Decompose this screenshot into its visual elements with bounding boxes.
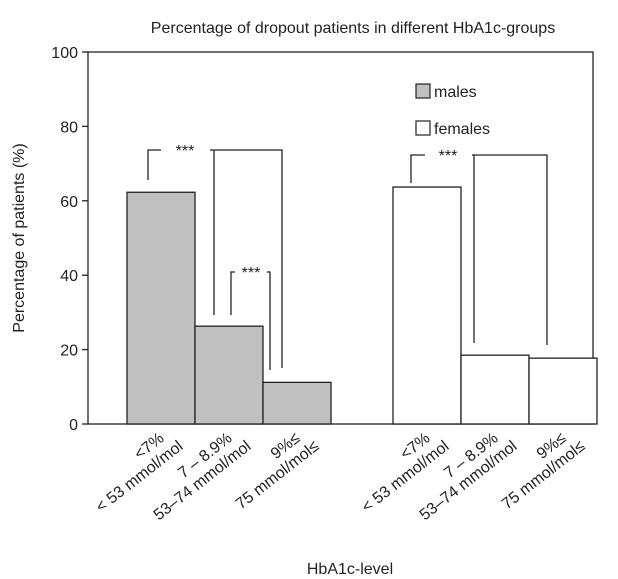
- x-tick-label: 9%≤75 mmol/mol≤: [488, 423, 589, 513]
- legend-swatch: [415, 120, 431, 136]
- bar: [460, 354, 530, 425]
- annotation: ***: [242, 265, 261, 282]
- annotation: ***: [439, 148, 458, 165]
- significance-brackets: [147, 149, 548, 370]
- chart-title: Percentage of dropout patients in differ…: [151, 20, 555, 37]
- x-axis-label: HbA1c-level: [307, 561, 393, 578]
- y-tick-label: 0: [69, 417, 78, 434]
- plot-frame: [87, 51, 594, 425]
- bar: [392, 186, 462, 425]
- y-tick-label: 100: [51, 45, 78, 62]
- bar: [528, 357, 598, 425]
- y-tick-label: 80: [60, 119, 78, 136]
- legend-swatch: [415, 83, 431, 99]
- bar: [262, 381, 332, 425]
- bar: [126, 191, 196, 425]
- legend-label: males: [434, 84, 477, 101]
- y-tick-label: 40: [60, 268, 78, 285]
- x-tick-label: 9%≤75 mmol/mol≤: [222, 423, 323, 513]
- legend-label: females: [434, 121, 490, 138]
- y-axis-label: Percentage of patients (%): [11, 143, 28, 332]
- bar: [194, 325, 264, 425]
- y-tick-label: 20: [60, 343, 78, 360]
- y-tick-label: 60: [60, 194, 78, 211]
- annotation: ***: [176, 143, 195, 160]
